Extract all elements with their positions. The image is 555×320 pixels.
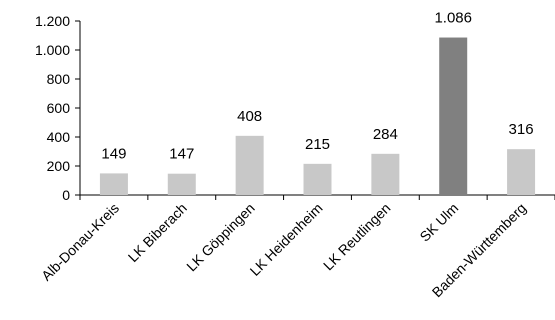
y-tick-label: 1.000 [35,42,70,58]
bar [168,174,196,195]
y-tick-label: 400 [47,129,71,145]
data-label: 149 [101,145,126,162]
bar [439,38,467,195]
category-label: LK Heidenheim [247,200,326,279]
category-label: Alb-Donau-Kreis [38,200,122,284]
category-label: LK Biberach [125,200,190,265]
y-tick-label: 200 [47,158,71,174]
y-axis: 0 200 400 600 800 1.000 1.200 [35,13,80,203]
y-tick-label: 0 [62,187,70,203]
y-tick-label: 600 [47,100,71,116]
bar [304,164,332,195]
bar [507,149,535,195]
bar [371,154,399,195]
category-label: SK Ulm [416,200,461,245]
category-label: LK Reutlingen [320,200,394,274]
data-label: 408 [237,108,262,125]
bar [236,136,264,195]
data-label: 215 [305,136,330,153]
x-axis [80,195,555,200]
y-tick-label: 800 [47,71,71,87]
data-label: 1.086 [434,10,472,27]
bar [100,173,128,195]
y-tick-label: 1.200 [35,13,70,29]
data-label: 147 [169,146,194,163]
category-label: LK Göppingen [183,200,258,275]
bars [100,38,535,195]
data-label: 316 [509,121,534,138]
data-labels: 149 147 408 215 284 1.086 316 [101,10,533,163]
data-label: 284 [373,126,398,143]
